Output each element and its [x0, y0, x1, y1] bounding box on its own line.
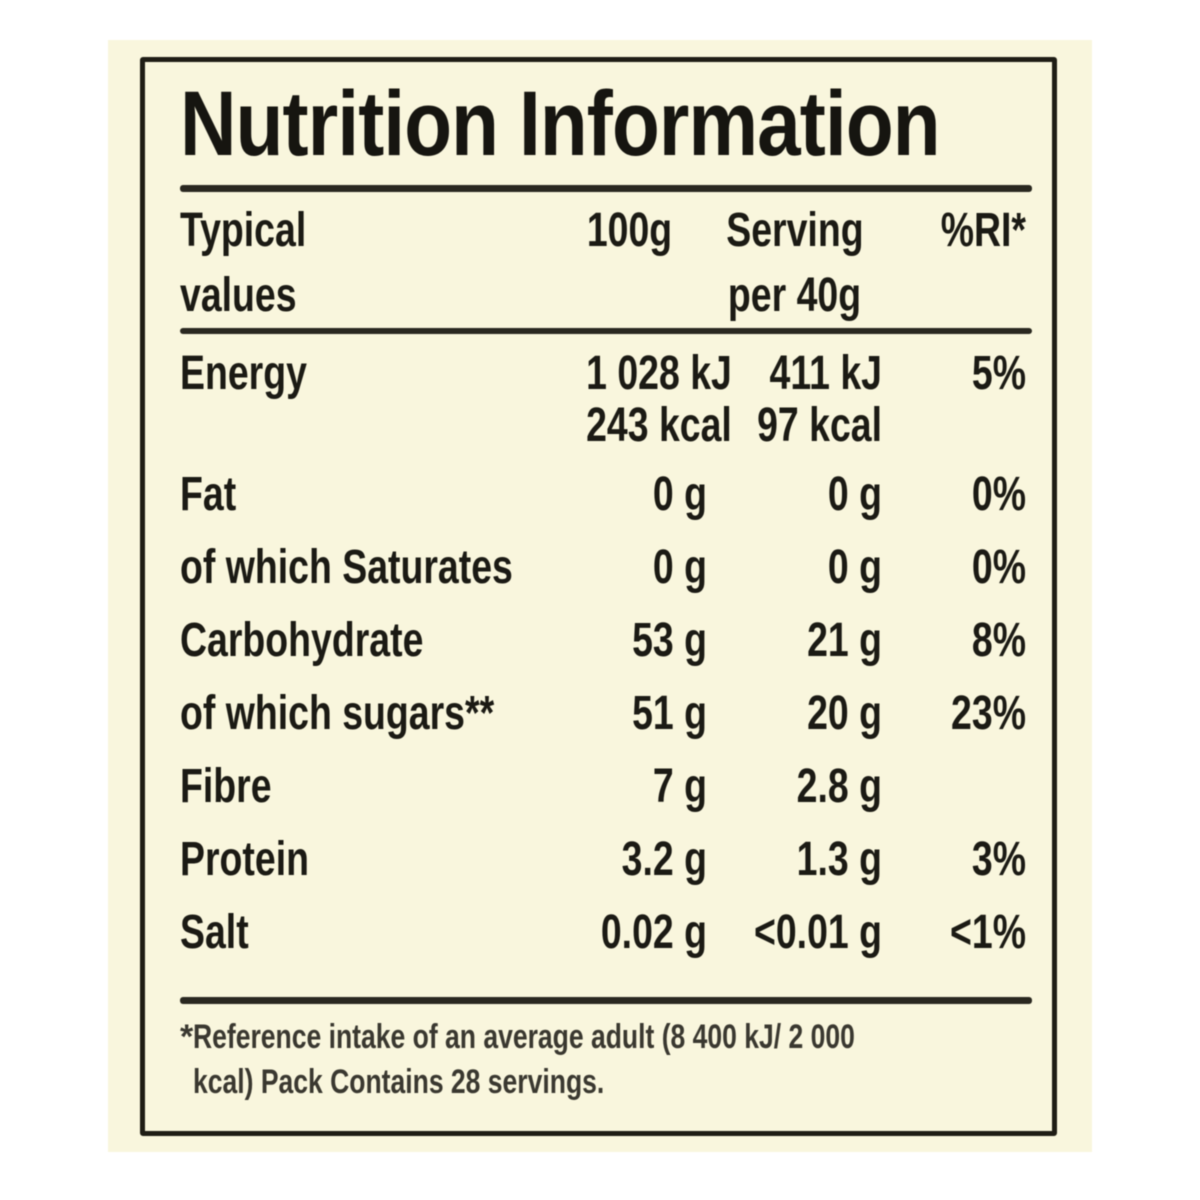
header-per-100g-text: 100g [586, 204, 673, 257]
nutrient-name-cell: Protein [180, 823, 552, 896]
per-100g-cell: 51 g [552, 677, 707, 750]
per-100g-cell: 1 028 kJ 243 kcal [552, 347, 732, 458]
per-serving-value: 0 g [827, 541, 882, 594]
per-serving-cell: 0 g [707, 531, 882, 604]
per-100g-value: 0 g [652, 541, 707, 594]
per-serving-value: 21 g [807, 614, 882, 667]
nutrient-row-energy: Energy 1 028 kJ 243 kcal 411 kJ 97 kcal … [180, 334, 1032, 458]
footnote-text: Reference intake of an average adult (8 … [193, 1015, 1042, 1105]
footnote-line1: Reference intake of an average adult (8 … [193, 1018, 856, 1056]
per-serving-cell: 1.3 g [707, 823, 882, 896]
percent-ri-value: 0% [971, 468, 1026, 521]
header-percent-ri-text: %RI* [940, 204, 1026, 257]
per-100g-cell: 7 g [552, 750, 707, 823]
header-typical-values: Typical values [180, 198, 552, 328]
divider-under-title [180, 185, 1032, 192]
header-typical-line2: values [180, 269, 297, 322]
footnote-line2: kcal) Pack Contains 28 servings. [193, 1063, 605, 1101]
nutrient-name-cell: Carbohydrate [180, 604, 552, 677]
percent-ri-cell: 0% [882, 458, 1032, 531]
percent-ri-cell [882, 750, 1032, 823]
header-per-serving: Serving per 40g [707, 198, 882, 328]
per-100g-cell: 0.02 g [552, 896, 707, 969]
per-serving-cell: 2.8 g [707, 750, 882, 823]
nutrient-name-cell: of which sugars** [180, 677, 552, 750]
nutrient-name-cell: Energy [180, 348, 552, 458]
per-serving-value: 20 g [807, 687, 882, 740]
per-serving-cell: 20 g [707, 677, 882, 750]
nutrient-row-salt: Salt 0.02 g <0.01 g <1% [180, 896, 1032, 969]
per-100g-value: 7 g [652, 760, 707, 813]
per-100g-cell: 0 g [552, 458, 707, 531]
per-100g-value-kcal: 243 kcal [586, 399, 732, 452]
percent-ri-value: 5% [971, 347, 1026, 400]
per-100g-value: 3.2 g [621, 833, 707, 886]
nutrient-row-protein: Protein 3.2 g 1.3 g 3% [180, 823, 1032, 896]
header-serving-line2: per 40g [727, 269, 862, 322]
percent-ri-cell: 23% [882, 677, 1032, 750]
per-serving-value: 1.3 g [796, 833, 882, 886]
per-serving-cell: 0 g [707, 458, 882, 531]
nutrient-name-cell: Fat [180, 458, 552, 531]
nutrition-label-sheet: Nutrition Information Typical values 100… [108, 40, 1092, 1152]
reference-intake-footnote: * Reference intake of an average adult (… [180, 1015, 1032, 1105]
per-100g-cell: 0 g [552, 531, 707, 604]
per-serving-cell: <0.01 g [707, 896, 882, 969]
label-title-text: Nutrition Information [180, 73, 941, 175]
divider-under-header [180, 328, 1032, 334]
per-100g-cell: 53 g [552, 604, 707, 677]
percent-ri-value: 0% [971, 541, 1026, 594]
nutrient-name: of which sugars** [180, 687, 495, 740]
nutrient-name: Fat [180, 468, 237, 521]
percent-ri-value: <1% [950, 906, 1026, 959]
nutrient-row-fat: Fat 0 g 0 g 0% [180, 458, 1032, 531]
nutrient-row-carbohydrate: Carbohydrate 53 g 21 g 8% [180, 604, 1032, 677]
nutrient-row-fibre: Fibre 7 g 2.8 g [180, 750, 1032, 823]
per-serving-value: 0 g [827, 468, 882, 521]
footnote-asterisk: * [180, 1018, 194, 1056]
per-100g-cell: 3.2 g [552, 823, 707, 896]
header-per-100g: 100g [552, 198, 707, 328]
per-serving-value-kj: 411 kJ [769, 347, 882, 400]
percent-ri-cell: 0% [882, 531, 1032, 604]
label-border-frame: Nutrition Information Typical values 100… [140, 57, 1057, 1136]
nutrient-name-cell: Fibre [180, 750, 552, 823]
nutrient-name: Salt [180, 906, 249, 959]
percent-ri-value: 3% [971, 833, 1026, 886]
header-serving-line1: Serving [726, 204, 864, 257]
table-body: Energy 1 028 kJ 243 kcal 411 kJ 97 kcal … [180, 334, 1032, 969]
per-100g-value: 51 g [632, 687, 707, 740]
table-header-row: Typical values 100g Serving per 40g %RI* [180, 198, 1032, 328]
percent-ri-cell: 3% [882, 823, 1032, 896]
per-serving-value: 2.8 g [796, 760, 882, 813]
nutrient-name-cell: of which Saturates [180, 531, 552, 604]
percent-ri-cell: <1% [882, 896, 1032, 969]
percent-ri-value: 8% [971, 614, 1026, 667]
nutrient-name-cell: Salt [180, 896, 552, 969]
per-serving-value: <0.01 g [753, 906, 882, 959]
nutrient-name: Carbohydrate [180, 614, 424, 667]
nutrient-row-sugars: of which sugars** 51 g 20 g 23% [180, 677, 1032, 750]
percent-ri-cell: 8% [882, 604, 1032, 677]
nutrient-name: Protein [180, 833, 309, 886]
nutrient-name: of which Saturates [180, 541, 513, 594]
per-serving-cell: 21 g [707, 604, 882, 677]
nutrient-name: Energy [180, 347, 307, 400]
header-typical-line1: Typical [180, 204, 307, 257]
per-100g-value: 0 g [652, 468, 707, 521]
label-title: Nutrition Information [180, 76, 1032, 172]
per-100g-value: 0.02 g [600, 906, 707, 959]
percent-ri-cell: 5% [882, 348, 1032, 458]
divider-above-footnote [180, 997, 1032, 1004]
per-100g-value-kj: 1 028 kJ [586, 347, 732, 400]
header-percent-ri: %RI* [882, 198, 1032, 328]
per-100g-value: 53 g [632, 614, 707, 667]
per-serving-cell: 411 kJ 97 kcal [707, 348, 882, 458]
per-serving-value-kcal: 97 kcal [757, 399, 882, 452]
percent-ri-value: 23% [951, 687, 1026, 740]
nutrient-row-saturates: of which Saturates 0 g 0 g 0% [180, 531, 1032, 604]
nutrient-name: Fibre [180, 760, 272, 813]
